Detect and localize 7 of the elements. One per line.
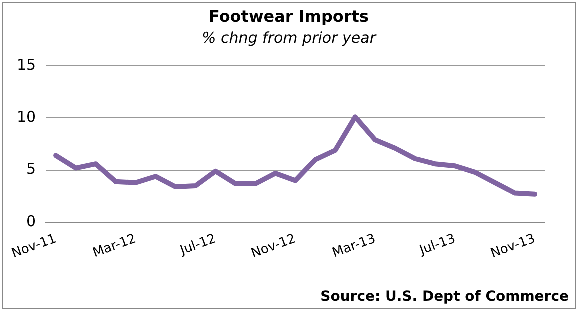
y-tick-label: 5: [26, 160, 36, 178]
source-note: Source: U.S. Dept of Commerce: [320, 289, 569, 305]
y-tick-label: 0: [26, 212, 36, 230]
chart-title: Footwear Imports: [208, 7, 370, 26]
y-tick-label: 10: [16, 108, 36, 126]
chart-subtitle: % chng from prior year: [200, 29, 378, 47]
y-tick-label: 15: [16, 56, 36, 74]
